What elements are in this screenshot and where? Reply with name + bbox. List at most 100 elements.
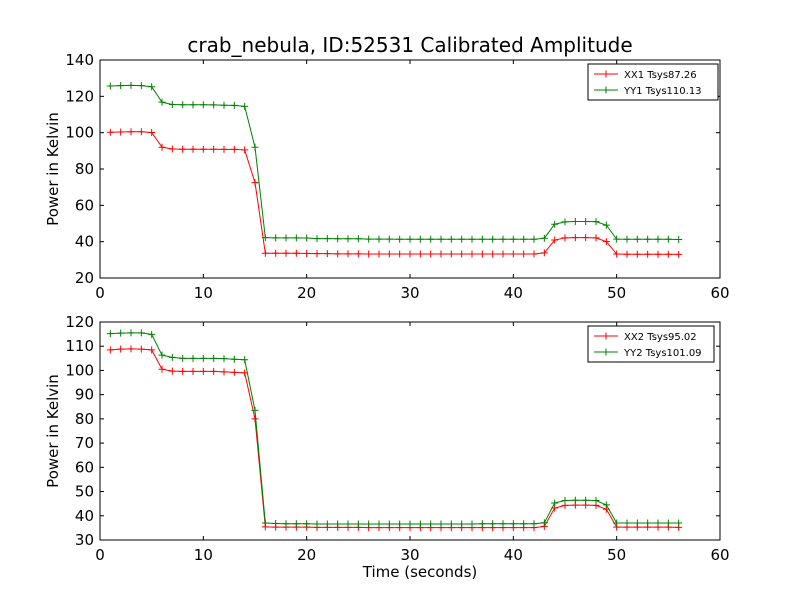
data-point [127,345,135,353]
legend-box [587,325,715,363]
data-point [406,235,414,243]
data-point [654,235,662,243]
y-tick-label: 100 [65,124,94,142]
data-point [592,234,600,242]
y-tick-label: 80 [75,160,94,178]
data-point [458,235,466,243]
legend: XX2 Tsys95.02 YY2 Tsys101.09 [587,325,715,363]
y-axis-label: Power in Kelvin [44,374,62,488]
data-point [447,235,455,243]
data-point [644,250,652,258]
data-point [530,250,538,258]
legend-marker [602,70,610,78]
data-point [592,218,600,226]
data-point [489,250,497,258]
data-point [633,519,641,527]
data-point [137,128,145,136]
data-point [664,519,672,527]
data-point [148,346,156,354]
data-point [313,250,321,258]
data-point [137,82,145,90]
data-point [613,250,621,258]
legend-label: YY2 Tsys101.09 [623,348,702,359]
data-point [230,355,238,363]
data-point [654,519,662,527]
data-point [458,250,466,258]
data-point [520,520,528,528]
data-point [427,520,435,528]
legend-label: XX1 Tsys87.26 [624,70,697,81]
data-point [478,235,486,243]
data-point [323,235,331,243]
data-point [416,520,424,528]
data-point [458,520,466,528]
data-point [179,367,187,375]
data-point [220,368,228,376]
data-point [365,250,373,258]
data-point [344,235,352,243]
series-2-2 [106,329,683,528]
y-tick-label: 120 [65,313,94,331]
data-point [344,250,352,258]
data-point [644,235,652,243]
data-point [148,83,156,91]
data-point [210,101,218,109]
data-point [106,346,114,354]
data-point [241,102,249,110]
data-point [375,235,383,243]
data-point [148,330,156,338]
data-point [168,353,176,361]
data-point [468,250,476,258]
data-point [261,249,269,257]
data-point [334,520,342,528]
legend-box [587,63,719,101]
data-point [478,520,486,528]
y-tick-label: 50 [75,483,94,501]
legend-marker [602,332,610,340]
data-point [158,351,166,359]
data-point [168,367,176,375]
data-point [489,235,497,243]
data-point [158,365,166,373]
data-point [117,329,125,337]
data-point [220,101,228,109]
data-point [623,235,631,243]
data-point [251,406,259,414]
data-point [396,250,404,258]
data-point [623,250,631,258]
data-point [499,520,507,528]
data-point [313,235,321,243]
data-point [478,250,486,258]
series-1-2 [106,81,683,243]
data-point [602,221,610,229]
data-point [375,520,383,528]
x-tick-label: 40 [504,546,523,564]
data-point [303,249,311,257]
x-tick-label: 30 [400,546,419,564]
data-point [385,250,393,258]
data-point [158,98,166,106]
x-tick-label: 50 [607,546,626,564]
data-point [540,519,548,527]
data-point [354,235,362,243]
data-point [385,520,393,528]
data-point [344,520,352,528]
y-tick-label: 60 [75,196,94,214]
plot-panel-1: 0 10 20 30 40 50 60 20 40 60 80 100 120 140 Power in K… [44,51,730,302]
data-point [199,145,207,153]
data-point [272,249,280,257]
x-tick-label: 60 [710,284,729,302]
data-point [365,235,373,243]
data-point [623,519,631,527]
data-point [406,520,414,528]
y-tick-label: 30 [75,531,94,549]
data-point [551,236,559,244]
data-point [158,143,166,151]
data-point [551,499,559,507]
legend-label: XX2 Tsys95.02 [624,332,697,343]
y-tick-label: 60 [75,458,94,476]
data-point [241,146,249,154]
legend: XX1 Tsys87.26 YY1 Tsys110.13 [587,63,719,101]
data-point [489,520,497,528]
data-point [499,250,507,258]
